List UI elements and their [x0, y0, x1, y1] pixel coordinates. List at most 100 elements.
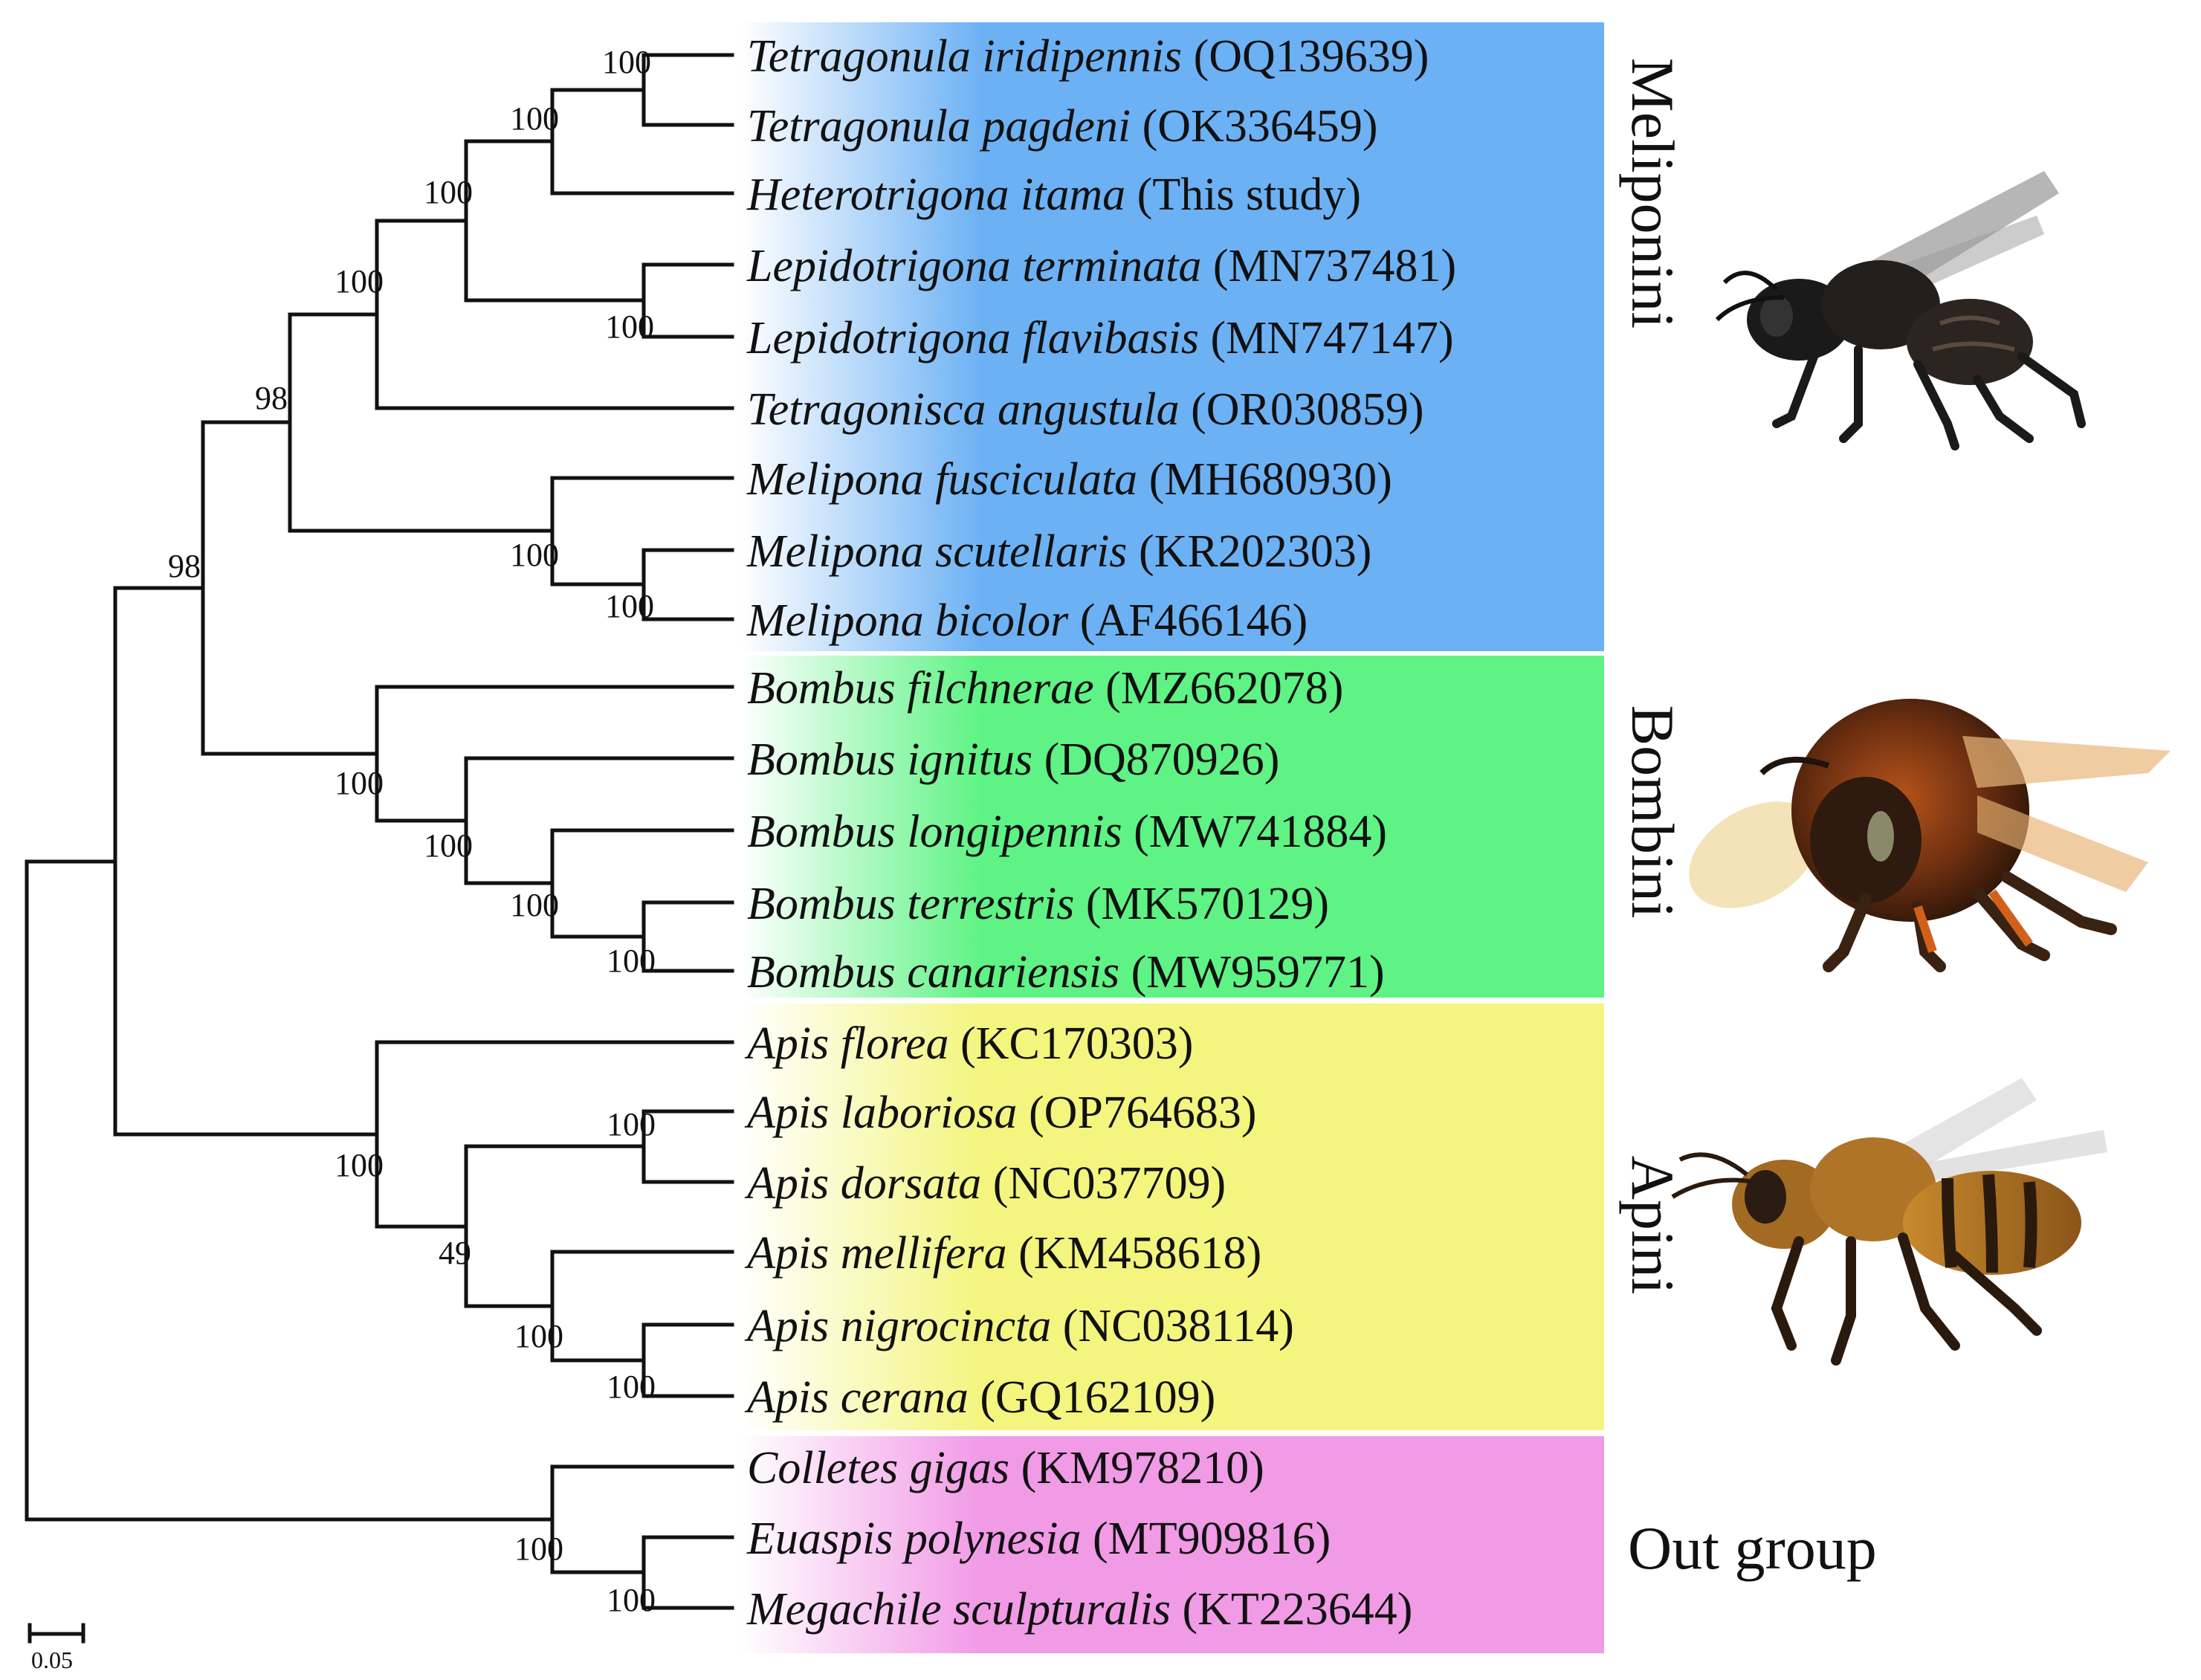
branch-megachilidae	[641, 1535, 734, 1610]
taxon-label: Lepidotrigona terminata (MN737481)	[746, 241, 1456, 291]
support-value: 100	[514, 1318, 563, 1354]
species-name: Bombus ignitus	[747, 734, 1032, 785]
accession-number: (MZ662078)	[1105, 663, 1343, 714]
taxon-labels: Tetragonula iridipennis (OQ139639) Tetra…	[744, 31, 1456, 1635]
taxon-label: Melipona scutellaris (KR202303)	[746, 526, 1371, 577]
species-name: Lepidotrigona terminata	[746, 241, 1201, 291]
species-name: Apis florea	[744, 1018, 949, 1069]
accession-number: (This study)	[1137, 169, 1361, 220]
branch-apis-lab-dors	[641, 1109, 734, 1184]
taxon-label: Apis dorsata (NC037709)	[744, 1158, 1226, 1209]
taxon-label: Megachile sculpturalis (KT223644)	[746, 1584, 1412, 1635]
support-value: 100	[510, 100, 559, 137]
taxon-label: Heterotrigona itama (This study)	[746, 169, 1361, 220]
support-value: 100	[605, 308, 654, 345]
accession-number: (NC037709)	[993, 1158, 1226, 1209]
taxon-label: Lepidotrigona flavibasis (MN747147)	[746, 313, 1454, 364]
scale-bar-label: 0.05	[31, 1647, 73, 1673]
species-name: Colletes gigas	[747, 1443, 1009, 1493]
accession-number: (OR030859)	[1191, 384, 1423, 435]
taxon-label: Tetragonula pagdeni (OK336459)	[747, 101, 1377, 152]
accession-number: (MW959771)	[1131, 947, 1385, 998]
clade-box-bombini	[740, 656, 1604, 998]
accession-number: (KT223644)	[1182, 1584, 1412, 1635]
accession-number: (GQ162109)	[980, 1372, 1215, 1423]
support-value: 100	[607, 1369, 656, 1405]
support-value: 100	[510, 537, 559, 573]
taxon-label: Melipona bicolor (AF466146)	[746, 595, 1308, 646]
accession-number: (MT909816)	[1093, 1513, 1331, 1564]
species-name: Megachile sculpturalis	[746, 1584, 1171, 1635]
species-name: Euaspis polynesia	[746, 1513, 1081, 1564]
support-value: 100	[510, 887, 559, 923]
honey-bee-photo	[1671, 1078, 2107, 1366]
branch-indo-malayan-meliponini	[464, 139, 646, 303]
branch-ingroup	[113, 586, 379, 1137]
clade-box-meliponini	[740, 22, 1604, 651]
scale-bar: 0.05	[28, 1623, 85, 1673]
branch-apis-nigr-cerana	[641, 1322, 734, 1398]
support-value: 100	[605, 588, 654, 624]
scale-bar-line	[28, 1623, 85, 1644]
species-name: Melipona scutellaris	[746, 526, 1127, 577]
species-name: Melipona fusciculata	[746, 454, 1137, 505]
taxon-label: Bombus filchnerae (MZ662078)	[747, 663, 1343, 714]
accession-number: (NC038114)	[1063, 1301, 1294, 1351]
species-name: Tetragonula pagdeni	[747, 101, 1131, 152]
branch-tetragonula-group	[641, 53, 734, 127]
branch-lepidotrigona	[641, 262, 734, 339]
taxon-label: Tetragonisca angustula (OR030859)	[747, 384, 1424, 435]
branch-apis-dorsata-cerana	[464, 1144, 646, 1308]
tree-branches	[25, 53, 734, 1610]
accession-number: (KM978210)	[1021, 1443, 1264, 1493]
clade-box-out-group	[740, 1436, 1604, 1653]
taxon-label: Apis nigrocincta (NC038114)	[744, 1301, 1294, 1351]
taxon-label: Apis laboriosa (OP764683)	[744, 1088, 1257, 1138]
taxon-label: Bombus longipennis (MW741884)	[747, 807, 1387, 857]
species-name: Melipona bicolor	[746, 595, 1069, 646]
taxon-label: Apis mellifera (KM458618)	[744, 1228, 1261, 1279]
accession-number: (KR202303)	[1139, 526, 1371, 577]
species-name: Apis laboriosa	[744, 1088, 1017, 1138]
clade-label-bombini: Bombini	[1619, 705, 1687, 918]
support-value: 100	[424, 827, 473, 864]
species-name: Bombus canariensis	[747, 947, 1119, 998]
accession-number: (OP764683)	[1029, 1088, 1257, 1138]
branch-bombini	[375, 685, 734, 823]
branch-with-tetragonisca	[375, 219, 734, 410]
support-value: 100	[607, 943, 656, 979]
species-name: Apis nigrocincta	[744, 1301, 1051, 1351]
branch-melipona-pair	[641, 548, 734, 621]
clade-label-meliponini: Meliponini	[1619, 58, 1687, 329]
support-value: 100	[334, 765, 384, 801]
support-value: 49	[439, 1235, 471, 1271]
accession-number: (MW741884)	[1134, 807, 1387, 857]
species-name: Apis cerana	[744, 1372, 969, 1423]
species-name: Bombus filchnerae	[747, 663, 1094, 714]
taxon-label: Bombus ignitus (DQ870926)	[747, 734, 1279, 785]
support-value: 100	[514, 1531, 563, 1567]
accession-number: (OQ139639)	[1194, 31, 1429, 82]
branch-bombus-ignitus-group	[464, 756, 734, 885]
species-name: Apis dorsata	[744, 1158, 981, 1209]
branch-bombus-terr-canar	[641, 900, 734, 973]
bumblebee-photo	[1689, 699, 2171, 972]
species-name: Tetragonisca angustula	[747, 384, 1180, 435]
accession-number: (KC170303)	[960, 1018, 1193, 1069]
clade-box-apini	[740, 1004, 1604, 1430]
taxon-label: Apis florea (KC170303)	[744, 1018, 1193, 1069]
support-value: 100	[424, 174, 473, 210]
clade-names: Meliponini Bombini Apini Out group	[1619, 58, 1877, 1582]
species-name: Heterotrigona itama	[746, 169, 1125, 220]
support-value: 100	[607, 1582, 656, 1618]
support-values: 100 100 100 100 100 98 100 100 98 100 10…	[168, 44, 656, 1618]
accession-number: (OK336459)	[1142, 101, 1378, 152]
support-value: 100	[334, 1147, 384, 1183]
accession-number: (MN747147)	[1210, 313, 1453, 364]
taxon-label: Melipona fusciculata (MH680930)	[746, 454, 1392, 505]
support-value: 98	[168, 548, 201, 584]
taxon-label: Bombus terrestris (MK570129)	[747, 879, 1329, 929]
species-name: Lepidotrigona flavibasis	[746, 313, 1199, 364]
accession-number: (KM458618)	[1018, 1228, 1261, 1279]
taxon-label: Bombus canariensis (MW959771)	[747, 947, 1385, 998]
